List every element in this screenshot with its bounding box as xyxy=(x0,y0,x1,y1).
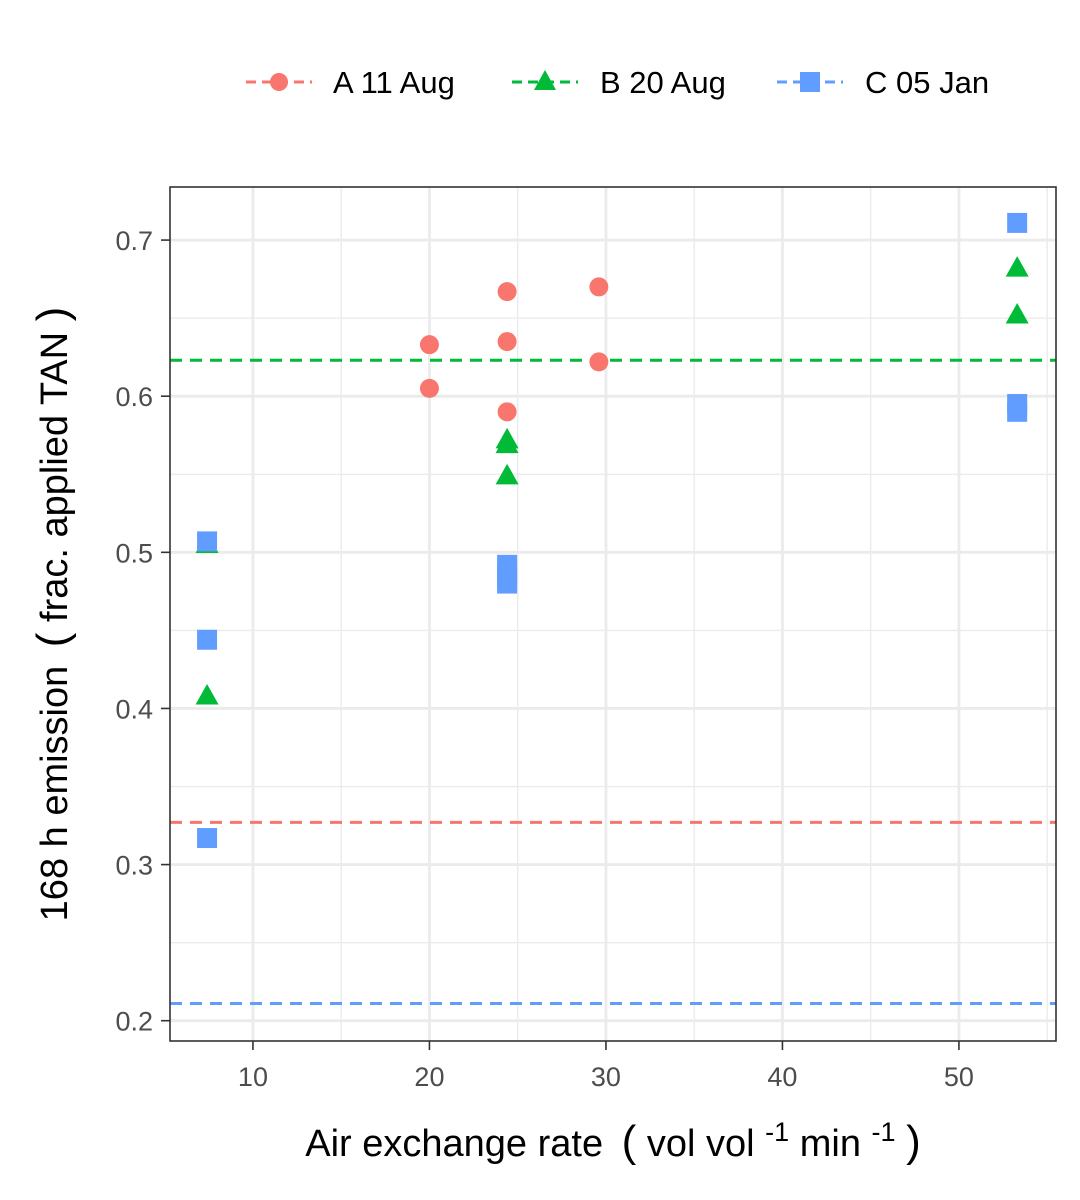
data-point-a xyxy=(497,282,517,302)
x-tick-label: 40 xyxy=(767,1062,797,1092)
legend: A 11 Aug B 20 Aug C 05 Jan xyxy=(246,65,989,100)
legend-item-a: A 11 Aug xyxy=(246,65,455,100)
legend-key-marker-c xyxy=(800,72,820,92)
x-axis-title-sup2: -1 xyxy=(872,1117,896,1147)
y-axis: 0.2 0.3 0.4 0.5 0.6 0.7 xyxy=(115,226,170,1037)
legend-item-c: C 05 Jan xyxy=(777,65,989,100)
x-axis-title-main: Air exchange rate xyxy=(305,1123,603,1165)
data-point-c xyxy=(497,573,518,594)
x-tick-label: 20 xyxy=(414,1062,444,1092)
data-point-b xyxy=(1005,303,1029,324)
data-point-c xyxy=(1007,212,1028,233)
data-point-a xyxy=(589,277,609,297)
legend-label-c: C 05 Jan xyxy=(865,65,989,100)
data-point-a xyxy=(497,402,517,422)
legend-key-marker-a xyxy=(270,73,288,91)
data-point-a xyxy=(419,378,439,398)
data-point-b xyxy=(495,463,519,485)
y-tick-label: 0.4 xyxy=(115,694,153,724)
reference-lines xyxy=(170,358,1056,1006)
data-point-c xyxy=(197,629,218,650)
data-point-c xyxy=(1007,401,1028,422)
y-axis-title: 168 h emission ( frac. applied TAN ) xyxy=(28,307,77,922)
y-tick-label: 0.6 xyxy=(115,382,153,412)
data-point-c xyxy=(197,531,218,552)
data-point-a xyxy=(497,332,517,352)
data-points xyxy=(195,212,1029,849)
x-tick-label: 10 xyxy=(238,1062,268,1092)
data-point-a xyxy=(419,335,439,355)
y-axis-title-inner: frac. applied TAN xyxy=(34,332,76,622)
data-point-a xyxy=(589,352,609,372)
y-tick-label: 0.7 xyxy=(115,226,153,256)
data-point-b xyxy=(1005,256,1029,277)
x-axis-title-open-paren: ( xyxy=(622,1117,637,1166)
x-axis: 10 20 30 40 50 xyxy=(238,1041,974,1092)
y-axis-title-open-paren: ( xyxy=(28,632,77,647)
grid-major xyxy=(170,187,1056,1041)
x-axis-title-text2: min xyxy=(800,1123,861,1165)
data-point-c xyxy=(197,828,218,849)
x-axis-title-close-paren: ) xyxy=(906,1117,921,1166)
x-axis-title: Air exchange rate ( vol vol -1 min -1 ) xyxy=(305,1108,921,1166)
x-tick-label: 30 xyxy=(591,1062,621,1092)
y-tick-label: 0.3 xyxy=(115,851,153,881)
data-point-b xyxy=(195,683,219,705)
y-tick-label: 0.2 xyxy=(115,1007,153,1037)
panel-border xyxy=(169,186,1057,1042)
x-axis-title-sup1: -1 xyxy=(765,1117,789,1147)
legend-label-a: A 11 Aug xyxy=(333,65,455,100)
legend-label-b: B 20 Aug xyxy=(600,65,726,100)
x-tick-label: 50 xyxy=(944,1062,974,1092)
y-axis-title-main: 168 h emission xyxy=(34,666,76,922)
legend-item-b: B 20 Aug xyxy=(512,65,726,100)
data-point-b xyxy=(495,432,519,454)
x-axis-title-text1: vol vol xyxy=(647,1123,755,1165)
legend-key-marker-b xyxy=(534,70,556,90)
y-axis-title-close-paren: ) xyxy=(28,307,77,322)
panel-background xyxy=(170,187,1056,1041)
plot-panel xyxy=(169,186,1057,1042)
grid-minor xyxy=(170,187,1056,1041)
y-tick-label: 0.5 xyxy=(115,538,153,568)
